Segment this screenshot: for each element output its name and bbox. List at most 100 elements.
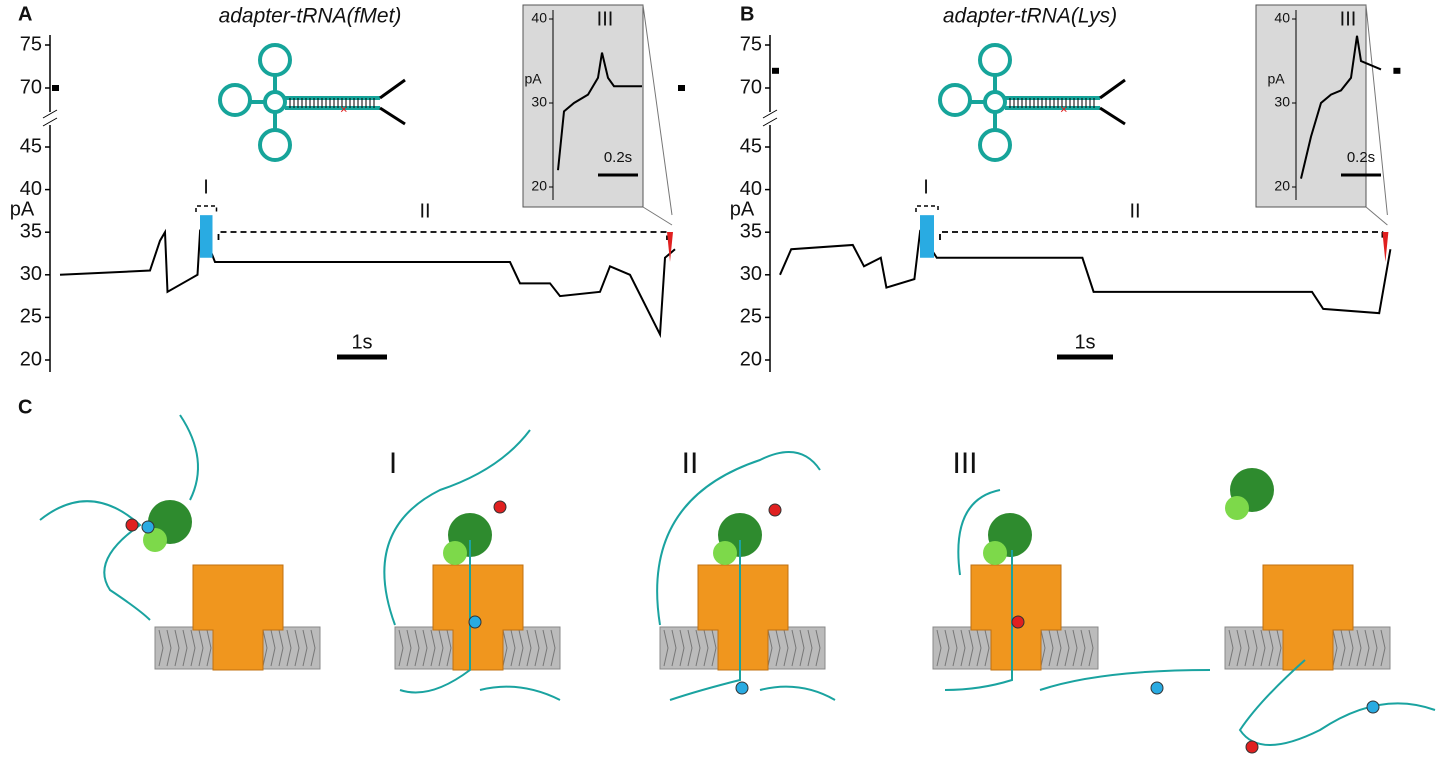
bracket — [915, 205, 939, 212]
ladder — [289, 98, 375, 108]
y-axis-label: pA — [524, 71, 542, 87]
bracket — [939, 231, 1384, 240]
region-label: II — [419, 200, 430, 222]
protein — [443, 541, 467, 565]
inset-box — [522, 4, 644, 208]
y-tick-label: 20 — [1274, 178, 1290, 194]
label-dot — [1245, 740, 1259, 754]
pore — [1262, 564, 1354, 671]
y-tick-label: 30 — [740, 263, 762, 285]
panel-label: C — [18, 396, 32, 418]
y-tick-label: 35 — [740, 220, 762, 242]
axis-break — [42, 109, 58, 127]
bracket — [195, 205, 218, 212]
label-dot — [468, 615, 482, 629]
current-trace — [779, 229, 1392, 315]
y-tick-label: 30 — [1274, 94, 1290, 110]
arms — [970, 75, 1100, 130]
inset-connector — [1365, 4, 1388, 226]
label-dot — [735, 681, 749, 695]
y-tick-label: 70 — [740, 76, 762, 98]
loop — [938, 83, 972, 117]
inset-region-label: III — [1340, 8, 1357, 30]
pore — [697, 564, 789, 671]
rna-strand — [1238, 659, 1436, 746]
stage-label: III — [952, 447, 977, 480]
axis-break — [762, 109, 778, 127]
rna-strand — [669, 540, 836, 701]
panel-label: A — [18, 3, 32, 25]
rna-strand — [179, 414, 199, 501]
protein — [143, 528, 167, 552]
stage-label: II — [682, 447, 699, 480]
loop — [218, 83, 252, 117]
hub — [263, 90, 287, 114]
label-dot — [493, 500, 507, 514]
y-tick-label: 25 — [20, 306, 42, 328]
mark-x: × — [340, 101, 348, 116]
hub — [983, 90, 1007, 114]
region-label: I — [203, 176, 209, 198]
rna-strand — [656, 451, 821, 626]
rna-strand — [944, 550, 1211, 691]
stage-label: I — [389, 447, 397, 480]
current-trace — [59, 228, 676, 339]
rna-strand — [383, 429, 531, 626]
y-axis-label: pA — [730, 198, 755, 220]
y-tick-label: 40 — [20, 178, 42, 200]
rna-strand — [957, 489, 1001, 576]
protein — [713, 541, 737, 565]
y-tick-label: 40 — [531, 10, 547, 26]
label-dot — [768, 503, 782, 517]
y-tick-label: 30 — [531, 94, 547, 110]
inset-trace — [1300, 35, 1382, 179]
y-tick-label: 30 — [20, 263, 42, 285]
loop — [978, 128, 1012, 162]
mark-x: × — [1060, 101, 1068, 116]
region-label: I — [923, 176, 929, 198]
adapter — [1099, 78, 1126, 126]
inset-region-label: III — [597, 8, 614, 30]
region-I-highlight — [920, 215, 934, 258]
adapter — [379, 78, 406, 126]
panel-title: adapter-tRNA(Lys) — [943, 5, 1117, 28]
scale-bar-label: 1s — [1074, 331, 1095, 353]
bracket — [217, 231, 668, 240]
y-tick-label: 40 — [1274, 10, 1290, 26]
inset-scale-label: 0.2s — [1347, 149, 1375, 166]
y-tick-label: 45 — [740, 135, 762, 157]
arms — [250, 75, 380, 130]
loop — [258, 43, 292, 77]
label-dot — [1150, 681, 1164, 695]
y-tick-label: 35 — [20, 220, 42, 242]
y-tick-label: 75 — [20, 33, 42, 55]
y-tick-label: 75 — [740, 33, 762, 55]
y-tick-label: 25 — [740, 306, 762, 328]
region-label: II — [1129, 200, 1140, 222]
label-dot — [141, 520, 155, 534]
inset-box — [1255, 4, 1367, 208]
trna-schematic: × — [218, 43, 406, 162]
label-dot — [1366, 700, 1380, 714]
y-tick-label: 20 — [531, 178, 547, 194]
panel-label: B — [740, 3, 754, 25]
region-I-highlight — [200, 215, 213, 258]
protein — [1225, 496, 1249, 520]
y-tick-label: 40 — [740, 178, 762, 200]
inset-connector — [642, 4, 673, 226]
inset-scale-label: 0.2s — [604, 149, 632, 166]
pore — [192, 564, 284, 671]
loop — [258, 128, 292, 162]
inset-trace — [557, 52, 642, 171]
scale-bar-label: 1s — [351, 331, 372, 353]
protein — [983, 541, 1007, 565]
label-dot — [1011, 615, 1025, 629]
loop — [978, 43, 1012, 77]
y-tick-label: 70 — [20, 76, 42, 98]
label-dot — [125, 518, 139, 532]
panel-title: adapter-tRNA(fMet) — [219, 5, 402, 28]
schematics — [39, 414, 1436, 754]
y-tick-label: 20 — [20, 348, 42, 370]
y-tick-label: 45 — [20, 135, 42, 157]
